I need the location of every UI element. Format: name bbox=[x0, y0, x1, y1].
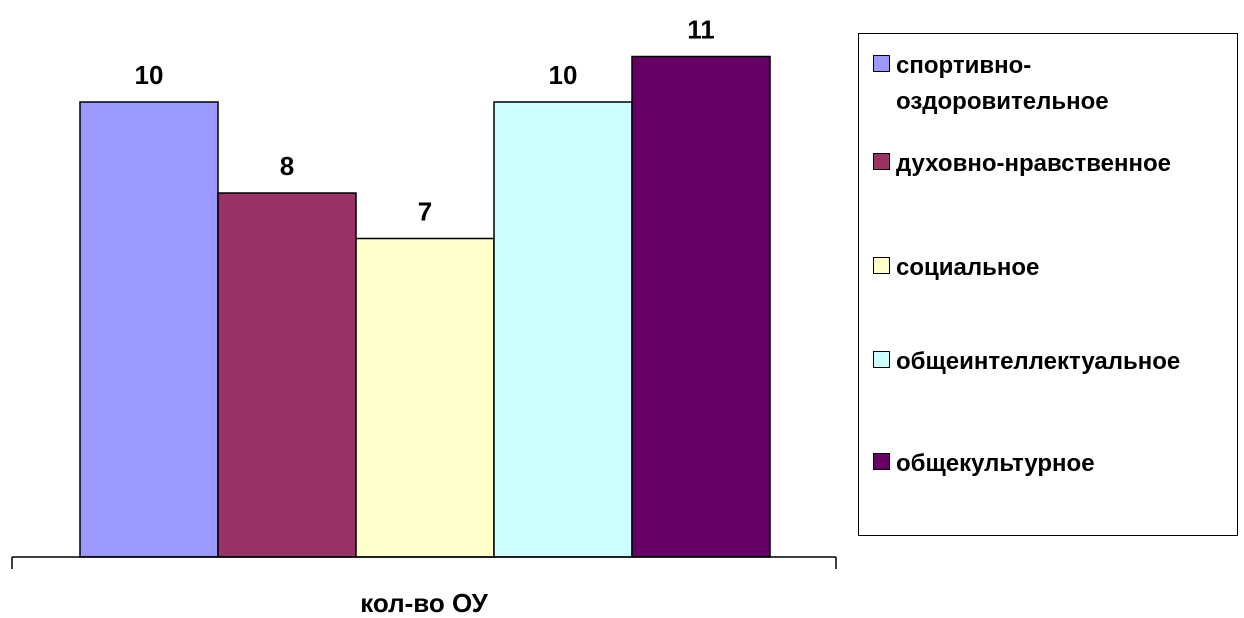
legend-swatch bbox=[873, 153, 890, 170]
bar-1 bbox=[79, 101, 219, 558]
bar-2 bbox=[217, 192, 357, 558]
legend-item-4: общеинтеллектуальное bbox=[873, 344, 1226, 380]
legend-swatch bbox=[873, 257, 890, 274]
data-labels-group: 10 8 7 10 11 bbox=[135, 15, 715, 227]
legend-swatch bbox=[873, 453, 890, 470]
legend-label: общекультурное bbox=[896, 450, 1095, 477]
legend-label: спортивно-оздоровительное bbox=[896, 52, 1109, 115]
data-label-2: 8 bbox=[280, 151, 294, 181]
legend-label: духовно-нравственное bbox=[896, 150, 1172, 177]
legend-item-2: духовно-нравственное bbox=[873, 146, 1226, 182]
legend-item-1: спортивно-оздоровительное bbox=[873, 48, 1226, 120]
bar-3 bbox=[355, 237, 495, 558]
bars-group bbox=[79, 55, 771, 558]
data-label-1: 10 bbox=[135, 60, 164, 90]
legend-swatch bbox=[873, 351, 890, 368]
legend-item-5: общекультурное bbox=[873, 446, 1226, 482]
data-label-4: 10 bbox=[549, 60, 578, 90]
bar-4 bbox=[493, 101, 633, 558]
x-axis: кол-во ОУ bbox=[11, 556, 837, 618]
legend-label: социальное bbox=[896, 254, 1040, 281]
data-label-3: 7 bbox=[418, 197, 432, 227]
legend-label: общеинтеллектуальное bbox=[896, 348, 1181, 375]
legend-swatch bbox=[873, 55, 890, 72]
x-tick-label: кол-во ОУ bbox=[360, 588, 488, 618]
bar-5 bbox=[631, 55, 771, 558]
legend-item-3: социальное bbox=[873, 250, 1226, 286]
legend: спортивно-оздоровительное духовно-нравств… bbox=[858, 33, 1238, 536]
data-label-5: 11 bbox=[687, 15, 715, 45]
